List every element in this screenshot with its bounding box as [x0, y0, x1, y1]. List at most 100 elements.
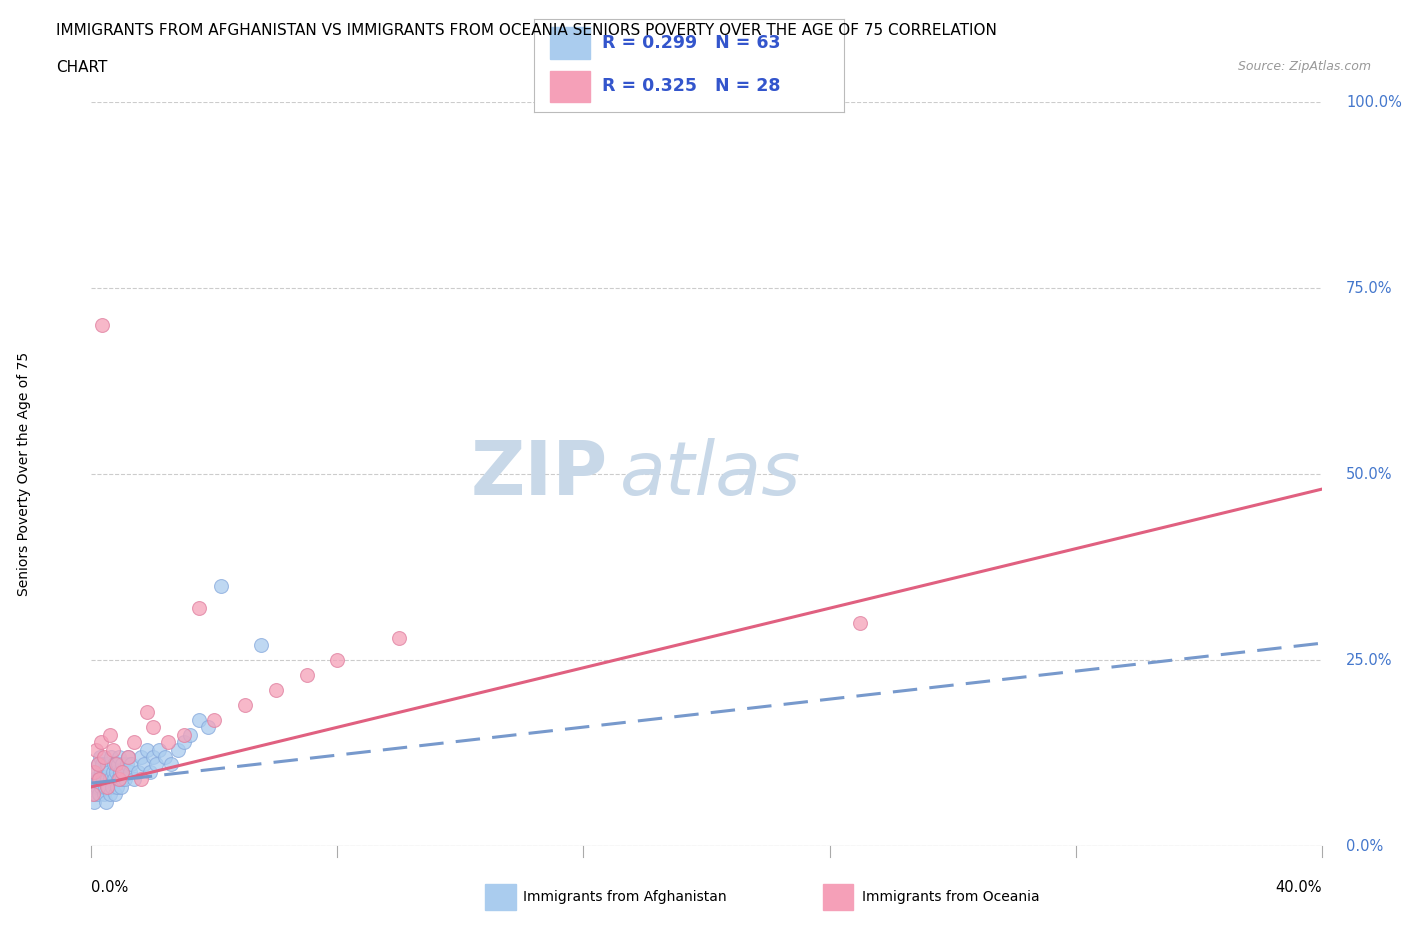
- Point: [115, 757, 138, 772]
- Point: [295, 668, 318, 683]
- Point: [111, 757, 134, 772]
- Point: [107, 757, 129, 772]
- Point: [124, 772, 146, 787]
- Point: [179, 727, 201, 742]
- Point: [86, 757, 108, 772]
- Text: CHART: CHART: [56, 60, 108, 75]
- Point: [157, 735, 180, 750]
- Point: [90, 764, 112, 779]
- Point: [249, 638, 271, 653]
- Point: [117, 750, 139, 764]
- Point: [101, 779, 124, 794]
- Point: [104, 787, 127, 802]
- Point: [135, 705, 157, 720]
- Point: [107, 772, 129, 787]
- Point: [142, 750, 165, 764]
- Point: [87, 772, 110, 787]
- Point: [103, 772, 125, 787]
- Bar: [550, 71, 591, 102]
- Point: [173, 727, 195, 742]
- Point: [83, 772, 105, 787]
- Point: [173, 735, 195, 750]
- Point: [129, 772, 152, 787]
- Point: [114, 772, 136, 787]
- Point: [127, 764, 149, 779]
- Point: [94, 779, 117, 794]
- Text: 0.0%: 0.0%: [1347, 839, 1384, 854]
- Point: [117, 750, 139, 764]
- Point: [148, 742, 170, 757]
- Text: 25.0%: 25.0%: [1347, 653, 1393, 668]
- Point: [139, 764, 162, 779]
- Point: [97, 779, 120, 794]
- Point: [91, 757, 114, 772]
- Point: [87, 772, 110, 787]
- Text: Immigrants from Afghanistan: Immigrants from Afghanistan: [523, 889, 727, 904]
- Point: [89, 750, 111, 764]
- Point: [96, 772, 118, 787]
- Point: [135, 742, 157, 757]
- Point: [388, 631, 411, 645]
- Point: [264, 683, 287, 698]
- Point: [84, 787, 107, 802]
- Point: [166, 742, 188, 757]
- Point: [111, 764, 134, 779]
- Point: [108, 772, 131, 787]
- Point: [100, 772, 122, 787]
- Point: [103, 757, 125, 772]
- Point: [120, 757, 142, 772]
- Point: [105, 757, 127, 772]
- Text: Source: ZipAtlas.com: Source: ZipAtlas.com: [1237, 60, 1371, 73]
- Point: [86, 757, 108, 772]
- Point: [142, 720, 165, 735]
- Point: [91, 772, 114, 787]
- Point: [129, 750, 152, 764]
- Point: [84, 764, 107, 779]
- Point: [118, 764, 141, 779]
- Point: [188, 601, 211, 616]
- Text: R = 0.299   N = 63: R = 0.299 N = 63: [602, 33, 780, 52]
- Point: [188, 712, 211, 727]
- Text: 75.0%: 75.0%: [1347, 281, 1393, 296]
- Text: R = 0.325   N = 28: R = 0.325 N = 28: [602, 77, 780, 96]
- Point: [93, 764, 115, 779]
- Point: [108, 750, 131, 764]
- Point: [112, 764, 135, 779]
- Text: ZIP: ZIP: [471, 438, 607, 511]
- Point: [82, 787, 104, 802]
- Point: [108, 764, 131, 779]
- Text: 50.0%: 50.0%: [1347, 467, 1393, 482]
- Point: [326, 653, 349, 668]
- Point: [93, 787, 115, 802]
- Point: [132, 757, 155, 772]
- Text: 100.0%: 100.0%: [1347, 95, 1402, 110]
- Text: IMMIGRANTS FROM AFGHANISTAN VS IMMIGRANTS FROM OCEANIA SENIORS POVERTY OVER THE : IMMIGRANTS FROM AFGHANISTAN VS IMMIGRANT…: [56, 23, 997, 38]
- Point: [96, 794, 117, 809]
- Point: [105, 779, 128, 794]
- Point: [101, 742, 124, 757]
- Text: 0.0%: 0.0%: [91, 880, 128, 895]
- Point: [84, 742, 107, 757]
- Point: [90, 735, 112, 750]
- Point: [96, 757, 118, 772]
- Text: Immigrants from Oceania: Immigrants from Oceania: [862, 889, 1039, 904]
- Point: [202, 712, 225, 727]
- Text: atlas: atlas: [620, 438, 801, 511]
- Point: [90, 779, 112, 794]
- Point: [86, 779, 108, 794]
- Text: 40.0%: 40.0%: [1275, 880, 1322, 895]
- Point: [110, 779, 132, 794]
- Point: [153, 750, 177, 764]
- Point: [91, 318, 114, 333]
- Point: [160, 757, 183, 772]
- Point: [197, 720, 219, 735]
- Point: [849, 616, 872, 631]
- Point: [98, 727, 121, 742]
- Point: [98, 764, 121, 779]
- Point: [82, 779, 104, 794]
- Point: [93, 750, 115, 764]
- Point: [145, 757, 167, 772]
- Point: [83, 794, 105, 809]
- Point: [87, 787, 110, 802]
- Text: Seniors Poverty Over the Age of 75: Seniors Poverty Over the Age of 75: [17, 352, 31, 596]
